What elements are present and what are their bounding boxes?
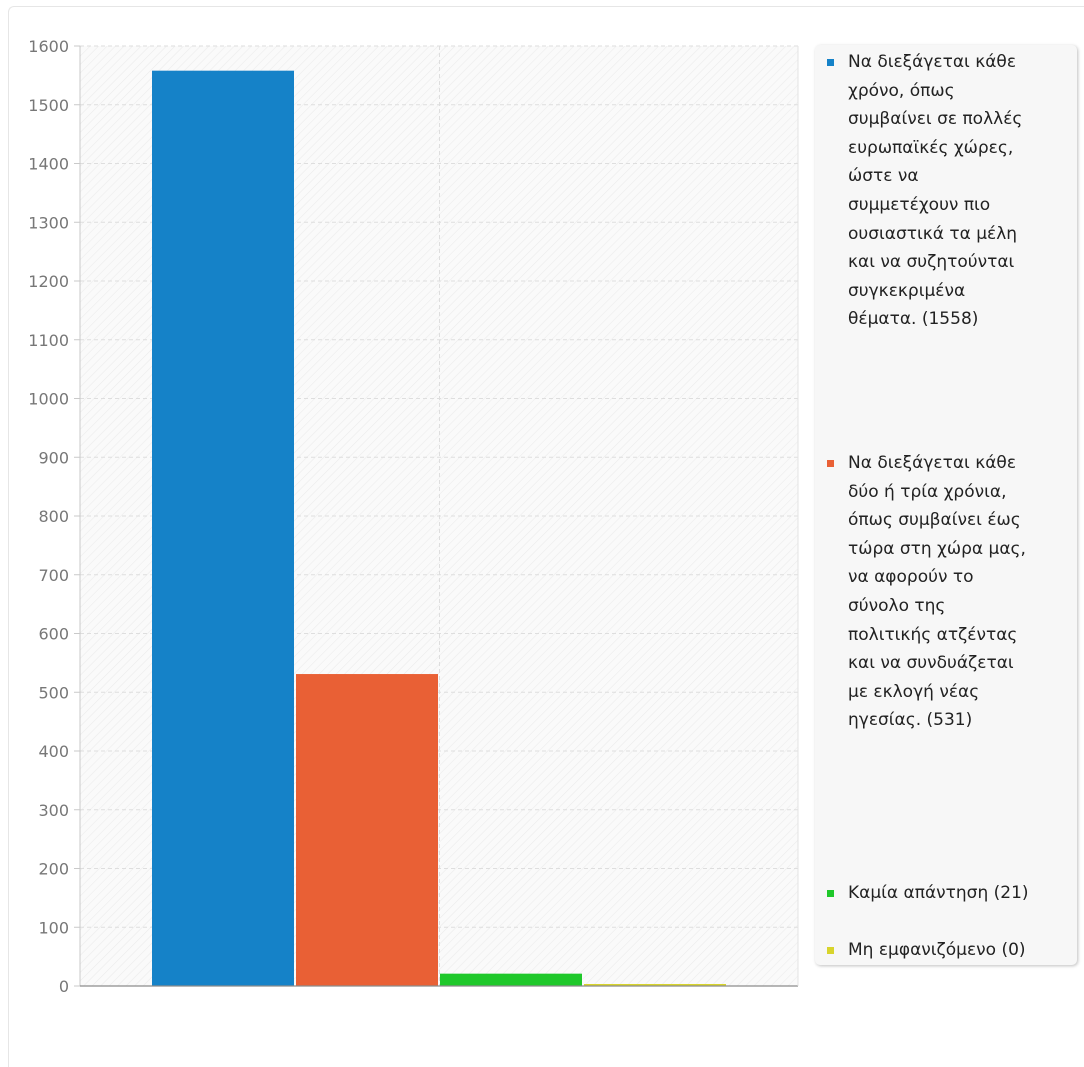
legend: Να διεξάγεται κάθε χρόνο, όπως συμβαίνει… — [815, 45, 1077, 965]
y-tick-label: 500 — [38, 683, 69, 702]
y-tick-label: 1100 — [28, 331, 69, 350]
bar[interactable]: Να διεξάγεται κάθε χρόνο, όπως συμβαίνει… — [152, 70, 294, 987]
legend-swatch — [827, 460, 834, 467]
legend-item[interactable]: Μη εμφανιζόμενο (0) — [827, 936, 1052, 965]
bar[interactable]: Να διεξάγεται κάθε δύο ή τρία χρόνια, όπ… — [296, 674, 438, 986]
y-tick-label: 600 — [38, 625, 69, 644]
y-tick-label: 1200 — [28, 272, 69, 291]
bar[interactable]: Καμία απάντηση (21) — [440, 973, 582, 986]
y-tick-label: 800 — [38, 507, 69, 526]
y-tick-label: 300 — [38, 801, 69, 820]
y-tick-label: 700 — [38, 566, 69, 585]
legend-label: Μη εμφανιζόμενο (0) — [848, 940, 1026, 960]
legend-label: Να διεξάγεται κάθε χρόνο, όπως συμβαίνει… — [848, 52, 1023, 330]
y-tick-label: 1500 — [28, 96, 69, 115]
legend-item[interactable]: Να διεξάγεται κάθε χρόνο, όπως συμβαίνει… — [827, 48, 1052, 334]
legend-swatch — [827, 947, 834, 954]
legend-label: Να διεξάγεται κάθε δύο ή τρία χρόνια, όπ… — [848, 453, 1026, 731]
legend-label: Καμία απάντηση (21) — [848, 883, 1029, 903]
legend-item[interactable]: Να διεξάγεται κάθε δύο ή τρία χρόνια, όπ… — [827, 449, 1052, 735]
y-tick-label: 1000 — [28, 390, 69, 409]
y-tick-label: 1300 — [28, 213, 69, 232]
legend-item[interactable]: Καμία απάντηση (21) — [827, 879, 1052, 908]
y-tick-label: 1600 — [28, 37, 69, 56]
y-tick-label: 400 — [38, 742, 69, 761]
legend-swatch — [827, 890, 834, 897]
y-tick-label: 100 — [38, 918, 69, 937]
y-tick-label: 900 — [38, 448, 69, 467]
y-tick-label: 0 — [59, 977, 69, 996]
y-tick-label: 1400 — [28, 155, 69, 174]
bar[interactable]: Μη εμφανιζόμενο (0) — [584, 984, 726, 986]
y-tick-label: 200 — [38, 860, 69, 879]
legend-swatch — [827, 59, 834, 66]
